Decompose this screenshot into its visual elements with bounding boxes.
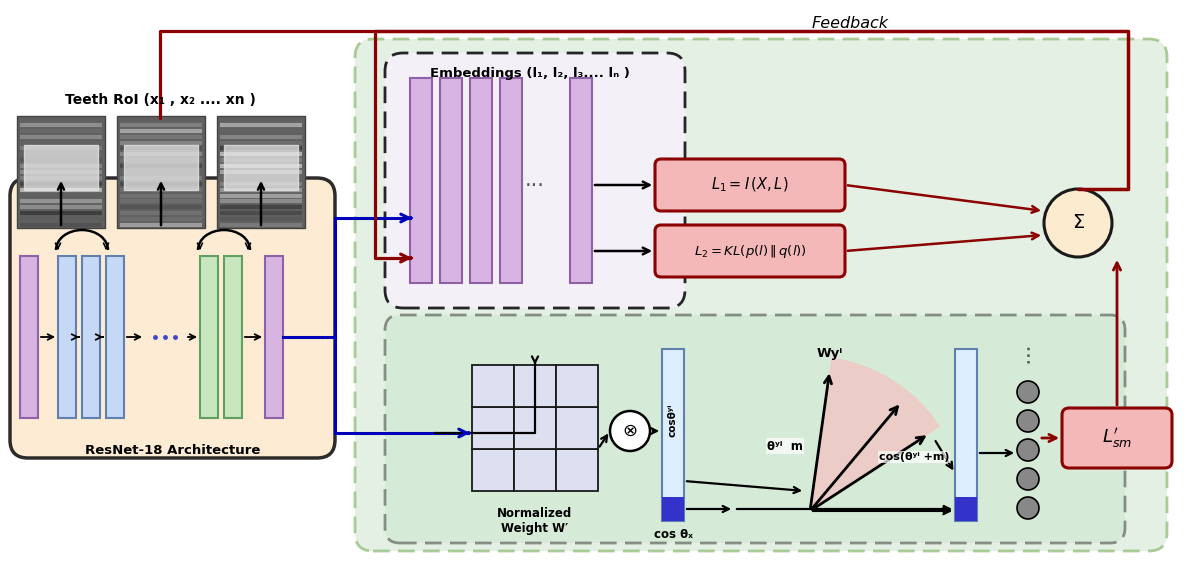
Text: $\Sigma$: $\Sigma$ (1072, 214, 1085, 233)
Bar (217, 116, 305, 228)
FancyBboxPatch shape (385, 315, 1126, 543)
Text: $\mathbf{\mathit{L_1 = I\,(X,L)}}$: $\mathbf{\mathit{L_1 = I\,(X,L)}}$ (712, 176, 788, 194)
Bar (570, 78, 592, 283)
Bar (472, 449, 514, 491)
Text: Wyⁱ: Wyⁱ (817, 347, 842, 360)
Bar (200, 256, 218, 418)
Circle shape (1018, 381, 1039, 403)
Bar (514, 365, 556, 407)
Text: $\otimes$: $\otimes$ (623, 422, 637, 440)
Text: Normalized
Weight W′: Normalized Weight W′ (497, 507, 572, 535)
Text: cos(θʸⁱ +m): cos(θʸⁱ +m) (878, 452, 949, 462)
Bar (955, 349, 977, 521)
Bar (106, 256, 124, 418)
Bar (472, 365, 514, 407)
Wedge shape (810, 358, 940, 511)
FancyBboxPatch shape (355, 39, 1166, 551)
Bar (440, 78, 462, 283)
Bar (500, 78, 522, 283)
Bar (514, 407, 556, 449)
FancyBboxPatch shape (1062, 408, 1172, 468)
Circle shape (1018, 410, 1039, 432)
Bar (662, 497, 684, 521)
FancyBboxPatch shape (655, 225, 845, 277)
Circle shape (1018, 497, 1039, 519)
Bar (224, 256, 242, 418)
Bar (955, 497, 977, 521)
Bar (556, 449, 598, 491)
Circle shape (1018, 439, 1039, 461)
FancyBboxPatch shape (385, 53, 685, 308)
Text: cos θₓ: cos θₓ (654, 528, 692, 541)
Circle shape (1044, 189, 1112, 257)
Bar (472, 407, 514, 449)
Bar (118, 116, 205, 228)
Bar (265, 256, 283, 418)
Bar (556, 407, 598, 449)
Bar (17, 116, 106, 228)
FancyBboxPatch shape (655, 159, 845, 211)
Bar (470, 78, 492, 283)
Text: Feedback: Feedback (811, 15, 888, 30)
Bar (556, 365, 598, 407)
FancyBboxPatch shape (10, 178, 335, 458)
Text: ResNet-18 Architecture: ResNet-18 Architecture (85, 445, 260, 457)
Text: Embeddings (l₁, l₂, l₃.... lₙ ): Embeddings (l₁, l₂, l₃.... lₙ ) (430, 66, 630, 80)
Text: Teeth RoI (x₁ , x₂ .... xn ): Teeth RoI (x₁ , x₂ .... xn ) (65, 93, 256, 107)
Text: ...: ... (526, 171, 545, 190)
Bar (514, 449, 556, 491)
Circle shape (1018, 468, 1039, 490)
Circle shape (610, 411, 650, 451)
Text: $\mathbf{\mathit{L_{sm}^{\prime}}}$: $\mathbf{\mathit{L_{sm}^{\prime}}}$ (1102, 426, 1132, 450)
Bar (20, 256, 38, 418)
Bar (82, 256, 100, 418)
Text: cosθʸⁱ: cosθʸⁱ (668, 403, 678, 437)
Text: $\mathbf{\mathit{L_2 = KL(p(l)\,\|\,q(l))}}$: $\mathbf{\mathit{L_2 = KL(p(l)\,\|\,q(l)… (694, 242, 806, 260)
Text: θʸⁱ  m: θʸⁱ m (767, 439, 803, 453)
Bar (662, 349, 684, 521)
Bar (58, 256, 76, 418)
Bar (410, 78, 432, 283)
